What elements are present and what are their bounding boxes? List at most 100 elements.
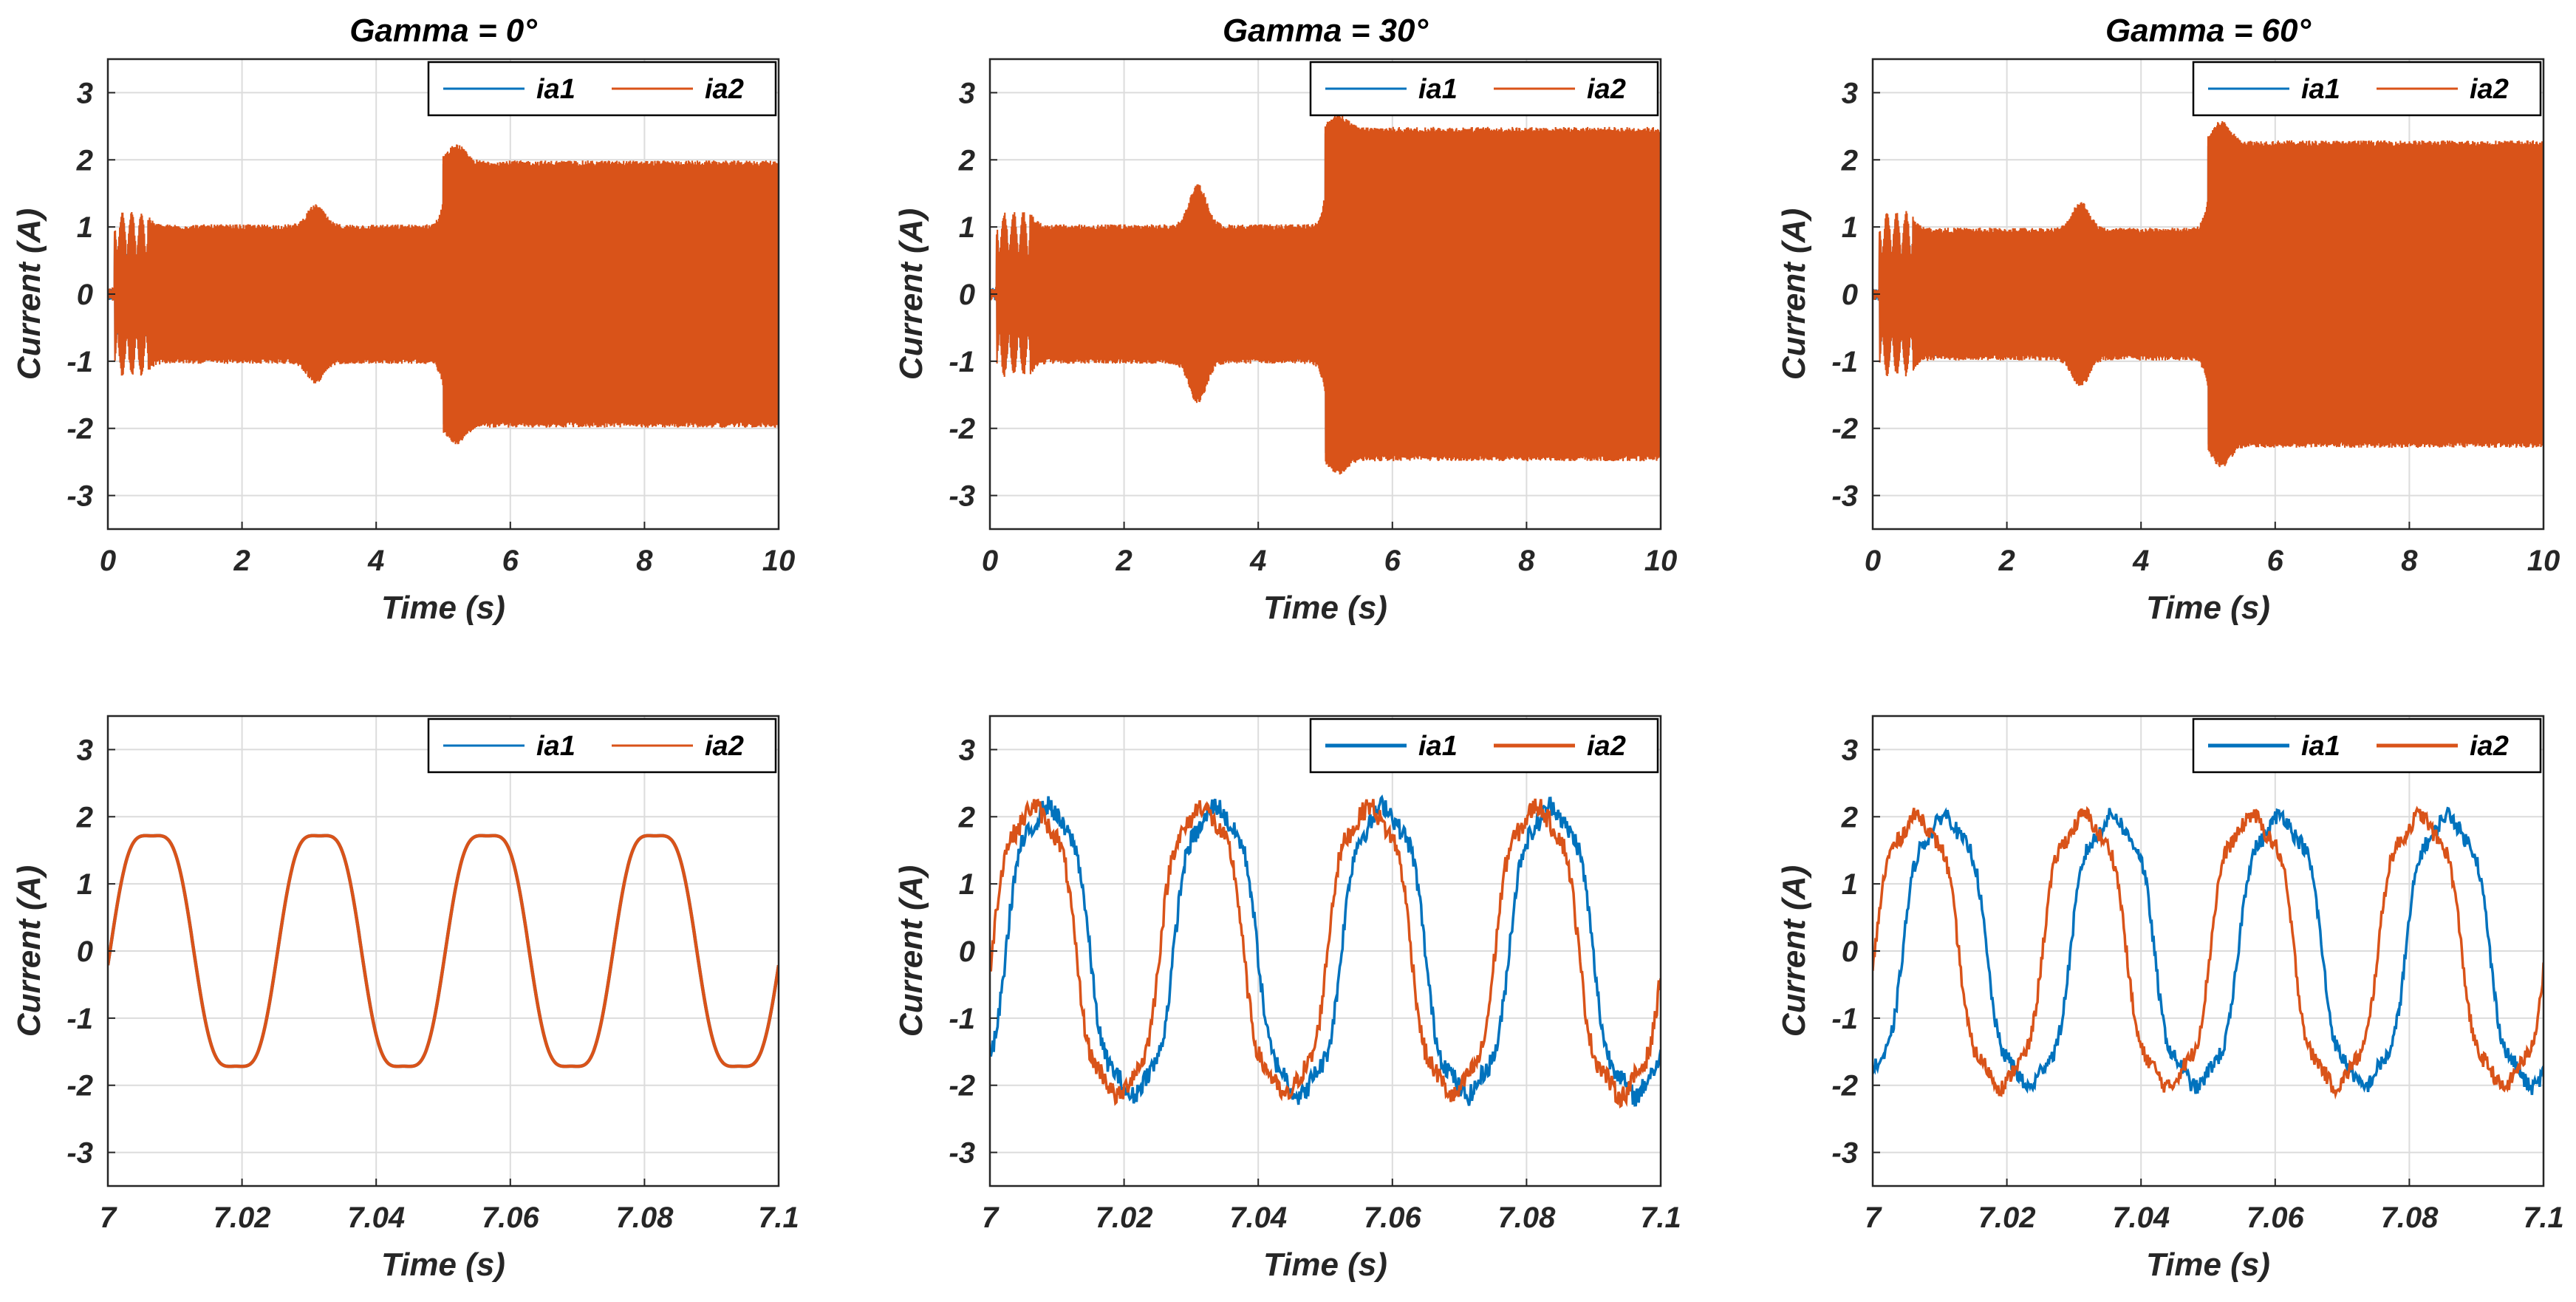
y-tick-label: 1 <box>959 211 975 244</box>
y-tick-label: 1 <box>77 868 93 901</box>
x-tick-label: 7.02 <box>213 1202 271 1234</box>
x-tick-label: 6 <box>2267 545 2284 577</box>
y-axis-label: Current (A) <box>11 208 47 380</box>
x-tick-label: 8 <box>636 545 653 577</box>
x-tick-label: 10 <box>762 545 796 577</box>
x-tick-label: 6 <box>1384 545 1401 577</box>
y-tick-label: -2 <box>1831 413 1858 446</box>
x-tick-label: 7.02 <box>1096 1202 1153 1234</box>
x-tick-label: 7.04 <box>1229 1202 1287 1234</box>
x-tick-label: 7 <box>100 1202 117 1234</box>
y-tick-label: -3 <box>66 1137 93 1170</box>
chart-title: Gamma = 60° <box>2105 13 2311 49</box>
y-tick-label: -1 <box>949 346 975 378</box>
y-tick-label: 0 <box>1842 935 1858 968</box>
legend-label-ia1: ia1 <box>1418 74 1458 105</box>
y-tick-label: 2 <box>76 144 93 177</box>
y-tick-label: -3 <box>1831 1137 1858 1170</box>
subplot-p5: 7 7.02 7.04 7.06 7.08 7.1 3 2 1 0 -1 -2 -3 Time (s) Cu… <box>893 715 1681 1283</box>
x-tick-label: 4 <box>2132 545 2149 577</box>
series-ia1 <box>990 794 1661 1107</box>
series-ia2 <box>1873 120 2543 468</box>
y-tick-label: -2 <box>66 1070 93 1102</box>
y-tick-label: 1 <box>959 868 975 901</box>
legend-label-ia2: ia2 <box>1587 74 1626 105</box>
legend-label-ia2: ia2 <box>1587 731 1626 762</box>
y-axis-label: Current (A) <box>11 865 47 1037</box>
y-tick-label: -2 <box>949 413 975 446</box>
x-tick-label: 7 <box>1865 1202 1882 1234</box>
x-axis-label: Time (s) <box>2146 1247 2270 1283</box>
y-tick-label: 0 <box>959 279 975 311</box>
x-tick-label: 2 <box>233 545 250 577</box>
y-tick-label: -3 <box>66 480 93 513</box>
legend: ia1 ia2 <box>2192 718 2542 774</box>
x-tick-label: 7.08 <box>615 1202 674 1234</box>
series-group <box>108 144 779 445</box>
y-tick-label: -1 <box>1831 346 1858 378</box>
y-tick-label: 3 <box>1842 77 1858 109</box>
y-axis-label: Current (A) <box>893 208 929 380</box>
y-tick-label: -3 <box>949 480 975 513</box>
legend-label-ia2: ia2 <box>705 731 744 762</box>
y-tick-label: -2 <box>1831 1070 1858 1102</box>
x-tick-label: 7.08 <box>1497 1202 1556 1234</box>
y-tick-label: 0 <box>1842 279 1858 311</box>
legend: ia1 ia2 <box>1309 718 1659 774</box>
legend-label-ia1: ia1 <box>2301 74 2340 105</box>
y-tick-label: 2 <box>1841 801 1858 834</box>
x-tick-label: 7.06 <box>1364 1202 1422 1234</box>
y-tick-label: -3 <box>1831 480 1858 513</box>
y-tick-label: 3 <box>959 734 975 766</box>
y-tick-label: 1 <box>77 211 93 244</box>
x-tick-label: 4 <box>367 545 384 577</box>
series-ia2 <box>990 114 1661 475</box>
series-group <box>990 794 1661 1109</box>
y-tick-label: 2 <box>76 801 93 834</box>
series-group <box>108 834 779 1068</box>
x-tick-label: 7.06 <box>482 1202 540 1234</box>
x-tick-label: 7.1 <box>758 1202 799 1234</box>
y-tick-label: 1 <box>1842 211 1858 244</box>
legend-label-ia1: ia1 <box>1418 731 1458 762</box>
x-tick-label: 8 <box>1518 545 1535 577</box>
chart-title: Gamma = 0° <box>349 13 537 49</box>
subplot-p6: 7 7.02 7.04 7.06 7.08 7.1 3 2 1 0 -1 -2 -3 Time (s) Cu… <box>1776 715 2564 1283</box>
series-ia2 <box>108 834 779 1068</box>
y-tick-label: 2 <box>958 144 975 177</box>
x-tick-label: 7.1 <box>2523 1202 2564 1234</box>
y-tick-label: 2 <box>1841 144 1858 177</box>
legend-label-ia1: ia1 <box>536 74 575 105</box>
x-tick-label: 7 <box>982 1202 1000 1234</box>
y-axis-label: Current (A) <box>893 865 929 1037</box>
y-tick-label: -1 <box>66 1003 93 1035</box>
y-tick-label: -1 <box>949 1003 975 1035</box>
legend-label-ia2: ia2 <box>2470 731 2509 762</box>
series-group <box>990 114 1661 475</box>
x-tick-label: 7.08 <box>2380 1202 2439 1234</box>
y-tick-label: -3 <box>949 1137 975 1170</box>
y-tick-label: 3 <box>77 734 93 766</box>
legend-label-ia2: ia2 <box>705 74 744 105</box>
series-group <box>1873 120 2543 468</box>
legend-label-ia2: ia2 <box>2470 74 2509 105</box>
legend: ia1 ia2 <box>427 718 777 774</box>
x-tick-label: 0 <box>100 545 116 577</box>
x-tick-label: 7.04 <box>347 1202 405 1234</box>
x-tick-label: 0 <box>982 545 998 577</box>
x-axis-label: Time (s) <box>1263 590 1387 626</box>
y-tick-label: 0 <box>959 935 975 968</box>
y-tick-label: 0 <box>77 935 93 968</box>
y-tick-label: -2 <box>949 1070 975 1102</box>
x-tick-label: 10 <box>1644 545 1678 577</box>
series-group <box>1873 805 2543 1100</box>
legend: ia1 ia2 <box>1309 61 1659 117</box>
x-axis-label: Time (s) <box>2146 590 2270 626</box>
y-axis-label: Current (A) <box>1776 208 1812 380</box>
x-tick-label: 4 <box>1249 545 1266 577</box>
y-tick-label: 0 <box>77 279 93 311</box>
x-tick-label: 6 <box>502 545 519 577</box>
